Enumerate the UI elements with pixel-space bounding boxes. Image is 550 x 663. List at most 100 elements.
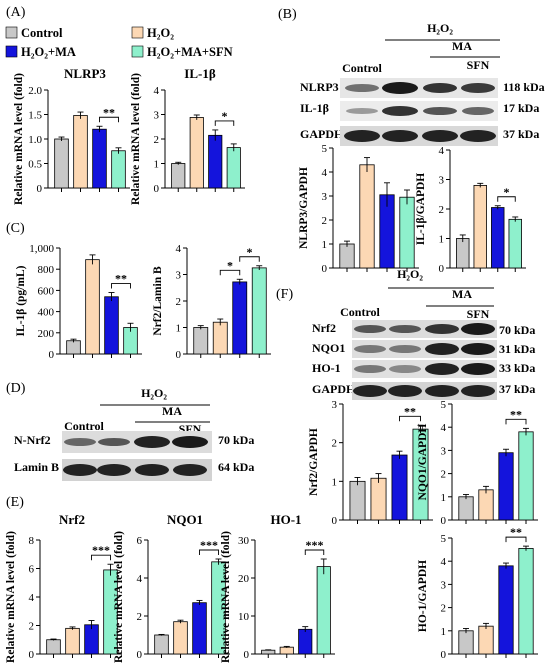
bar	[359, 164, 375, 269]
y-tick-label: 3	[332, 399, 338, 411]
bar	[339, 243, 355, 269]
significance-label: **	[510, 407, 522, 421]
significance-label: ***	[92, 543, 110, 557]
blot-b-sfn-label: SFN	[467, 58, 490, 72]
bar	[498, 452, 514, 521]
blot-b-h2o2-label: H₂O₂	[427, 21, 453, 35]
blot-band	[423, 107, 457, 115]
blot-d-row-label: N-Nrf2	[14, 433, 51, 447]
bar	[399, 196, 415, 269]
blot-b-strip-gapdh	[340, 126, 498, 146]
blot-f-h2o2-label: H₂O₂	[397, 267, 423, 281]
bar	[173, 621, 188, 655]
y-tick-label: 2	[441, 603, 447, 615]
blot-band	[389, 325, 421, 333]
blot-b-row-label: NLRP3	[300, 80, 339, 94]
significance-bracket	[111, 283, 131, 289]
bar	[473, 184, 487, 269]
blot-band	[64, 438, 96, 446]
blot-b-row-size: 118 kDa	[503, 80, 545, 94]
blot-band	[425, 343, 459, 355]
y-tick-label: 0	[154, 183, 160, 195]
chart-b-il1b: 0 1 2 3 4 IL-1β/GAPDH *	[415, 145, 526, 275]
chart-title: NLRP3	[64, 66, 106, 81]
y-axis-label: Relative mRNA level (fold)	[113, 531, 125, 663]
y-tick-label: 4	[176, 243, 182, 255]
y-tick-label: 200	[38, 328, 55, 340]
blot-f-row-label: Nrf2	[312, 321, 336, 335]
bar	[491, 207, 505, 269]
bar	[193, 327, 209, 355]
significance-label: ***	[306, 538, 324, 552]
chart-title: HO-1	[270, 512, 301, 527]
blot-f-ma-label: MA	[452, 287, 472, 301]
y-tick-label: 3	[439, 175, 445, 187]
y-tick-label: 0	[322, 263, 328, 275]
blot-f-control-label: Control	[340, 305, 380, 319]
chart-f-nqo1: 0 1 2 3 4 5 NQO1/GAPDH **	[417, 399, 538, 527]
blot-band	[425, 385, 459, 397]
significance-label: ***	[200, 538, 218, 552]
bar	[104, 296, 119, 355]
y-tick-label: 1	[441, 626, 447, 638]
blot-band	[388, 385, 422, 397]
significance-label: **	[103, 105, 115, 119]
significance-bracket	[219, 269, 241, 276]
y-tick-label: 4	[154, 85, 160, 97]
blot-f-row-size: 37 kDa	[499, 382, 535, 396]
chart-title: Nrf2	[59, 512, 85, 527]
blot-b-row-label: GAPDH	[300, 127, 344, 141]
legend-swatch-h2o2-ma	[5, 45, 18, 58]
significance-bracket	[497, 196, 516, 202]
blot-d-row-label: Lamin B	[14, 460, 59, 474]
significance-bracket	[304, 549, 325, 555]
blot-band	[423, 83, 457, 93]
y-tick-label: 0	[176, 349, 182, 361]
blot-band	[354, 345, 386, 353]
y-tick-label: 2	[29, 621, 35, 633]
blot-band	[63, 464, 97, 476]
y-tick-label: 0	[137, 649, 143, 661]
blot-d-ma-label: MA	[162, 404, 182, 418]
blot-f-row-size: 33 kDa	[499, 361, 535, 375]
blot-b-row-size: 17 kDa	[503, 101, 539, 115]
y-tick-label: 0	[37, 183, 43, 195]
y-tick-label: 0	[439, 263, 445, 275]
blot-d-control-label: Control	[64, 419, 104, 433]
y-tick-label: 3	[176, 270, 182, 282]
blot-band	[353, 385, 387, 397]
y-tick-label: 2	[332, 438, 338, 450]
blot-b-row-label: IL-1β	[300, 101, 329, 115]
blot-f-strip-nqo1	[352, 340, 497, 358]
bar	[391, 454, 408, 521]
blot-band	[346, 108, 378, 114]
blot-d-h2o2-label: H₂O₂	[141, 386, 167, 400]
y-axis-label: Relative mRNA level (fold)	[5, 531, 17, 663]
significance-label: *	[504, 185, 510, 199]
y-tick-label: 4	[29, 592, 35, 604]
y-tick-label: 2	[322, 215, 328, 227]
y-tick-label: 1.0	[28, 134, 42, 146]
legend-swatch-h2o2-ma-sfn	[131, 45, 144, 58]
bar	[298, 628, 313, 655]
bar	[189, 117, 204, 189]
bar	[171, 163, 186, 189]
bar	[478, 625, 494, 655]
bar	[458, 496, 474, 521]
legend-label-h2o2: H₂O₂	[147, 26, 174, 40]
blot-band	[461, 83, 495, 93]
chart-title: NQO1	[167, 512, 203, 527]
chart-f-ho1: 0 1 2 3 4 5 HO-1/GAPDH **	[417, 525, 538, 661]
y-axis-label: Nrf2/Lamin B	[152, 266, 164, 336]
y-tick-label: 5	[441, 533, 447, 545]
blot-f-sfn-label: SFN	[467, 307, 490, 321]
y-tick-label: 2	[154, 134, 160, 146]
legend-swatch-control	[5, 26, 18, 39]
y-axis-label: Nrf2/GAPDH	[308, 428, 320, 496]
y-tick-label: 1	[322, 239, 328, 251]
blot-band	[173, 464, 207, 476]
blot-b-strip-il1b	[340, 101, 498, 121]
